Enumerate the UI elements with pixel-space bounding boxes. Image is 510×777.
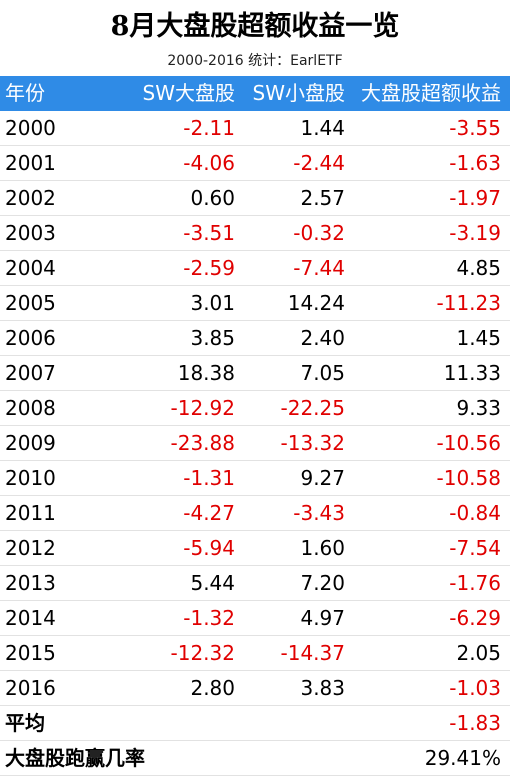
value-cell: -3.19: [449, 221, 501, 245]
year-cell: 2010: [5, 466, 56, 490]
value-cell: 7.20: [300, 571, 345, 595]
table-row: 2013 5.44 7.20 -1.76: [0, 566, 510, 601]
year-cell: 2012: [5, 536, 56, 560]
column-header: SW小盘股: [252, 81, 345, 105]
value-cell: -23.88: [170, 431, 235, 455]
summary-label: 大盘股跑赢几率: [5, 746, 145, 770]
value-cell: -1.03: [449, 676, 501, 700]
year-cell: 2009: [5, 431, 56, 455]
value-cell: 2.40: [300, 326, 345, 350]
value-cell: -22.25: [280, 396, 345, 420]
value-cell: -10.56: [436, 431, 501, 455]
value-cell: 4.85: [456, 256, 501, 280]
table-row: 2005 3.01 14.24 -11.23: [0, 286, 510, 321]
value-cell: -1.76: [449, 571, 501, 595]
value-cell: 3.85: [190, 326, 235, 350]
year-cell: 2000: [5, 116, 56, 140]
value-cell: -3.55: [449, 116, 501, 140]
value-cell: -2.44: [293, 151, 345, 175]
value-cell: 2.80: [190, 676, 235, 700]
table-row: 2009 -23.88 -13.32 -10.56: [0, 426, 510, 461]
summary-row: 平均 -1.83: [0, 706, 510, 741]
column-header: 大盘股超额收益: [361, 81, 501, 105]
summary-value: -1.83: [449, 711, 501, 735]
table-row: 2001 -4.06 -2.44 -1.63: [0, 146, 510, 181]
value-cell: -0.84: [449, 501, 501, 525]
value-cell: 1.45: [456, 326, 501, 350]
value-cell: -2.59: [183, 256, 235, 280]
value-cell: 3.01: [190, 291, 235, 315]
value-cell: -0.32: [293, 221, 345, 245]
value-cell: -5.94: [183, 536, 235, 560]
value-cell: 7.05: [300, 361, 345, 385]
value-cell: -14.37: [280, 641, 345, 665]
value-cell: -12.92: [170, 396, 235, 420]
year-cell: 2005: [5, 291, 56, 315]
value-cell: -4.06: [183, 151, 235, 175]
value-cell: -6.29: [449, 606, 501, 630]
value-cell: -12.32: [170, 641, 235, 665]
value-cell: 3.83: [300, 676, 345, 700]
value-cell: -10.58: [436, 466, 501, 490]
year-cell: 2016: [5, 676, 56, 700]
value-cell: 4.97: [300, 606, 345, 630]
table-row: 2006 3.85 2.40 1.45: [0, 321, 510, 356]
table-row: 2012 -5.94 1.60 -7.54: [0, 531, 510, 566]
year-cell: 2015: [5, 641, 56, 665]
value-cell: 1.60: [300, 536, 345, 560]
value-cell: 0.60: [190, 186, 235, 210]
value-cell: -1.32: [183, 606, 235, 630]
value-cell: 5.44: [190, 571, 235, 595]
value-cell: 11.33: [443, 361, 501, 385]
year-cell: 2001: [5, 151, 56, 175]
value-cell: -13.32: [280, 431, 345, 455]
summary-row: 大盘股跑赢几率 29.41%: [0, 741, 510, 776]
year-cell: 2004: [5, 256, 56, 280]
table-row: 2008 -12.92 -22.25 9.33: [0, 391, 510, 426]
year-cell: 2013: [5, 571, 56, 595]
year-cell: 2003: [5, 221, 56, 245]
value-cell: 1.44: [300, 116, 345, 140]
value-cell: -4.27: [183, 501, 235, 525]
value-cell: 9.33: [456, 396, 501, 420]
value-cell: -1.97: [449, 186, 501, 210]
summary-label: 平均: [5, 711, 45, 735]
value-cell: -3.43: [293, 501, 345, 525]
summary-value: 29.41%: [424, 746, 501, 770]
value-cell: -3.51: [183, 221, 235, 245]
table-row: 2007 18.38 7.05 11.33: [0, 356, 510, 391]
value-cell: 9.27: [300, 466, 345, 490]
table-row: 2015 -12.32 -14.37 2.05: [0, 636, 510, 671]
title: 8月大盘股超额收益一览: [110, 11, 400, 42]
value-cell: -2.11: [183, 116, 235, 140]
value-cell: 18.38: [177, 361, 235, 385]
year-cell: 2007: [5, 361, 56, 385]
table-row: 2000 -2.11 1.44 -3.55: [0, 111, 510, 146]
year-cell: 2002: [5, 186, 56, 210]
table-row: 2011 -4.27 -3.43 -0.84: [0, 496, 510, 531]
year-cell: 2014: [5, 606, 56, 630]
value-cell: 2.05: [456, 641, 501, 665]
value-cell: -7.44: [293, 256, 345, 280]
header-row: 年份 SW大盘股 SW小盘股 大盘股超额收益: [0, 76, 510, 111]
value-cell: -7.54: [449, 536, 501, 560]
value-cell: -1.63: [449, 151, 501, 175]
column-header: 年份: [5, 81, 45, 105]
value-cell: 14.24: [287, 291, 345, 315]
value-cell: 2.57: [300, 186, 345, 210]
table-row: 2002 0.60 2.57 -1.97: [0, 181, 510, 216]
table-row: 2010 -1.31 9.27 -10.58: [0, 461, 510, 496]
year-cell: 2006: [5, 326, 56, 350]
table-row: 2016 2.80 3.83 -1.03: [0, 671, 510, 706]
subtitle: 2000-2016 统计：EarlETF: [167, 53, 343, 69]
year-cell: 2008: [5, 396, 56, 420]
value-cell: -1.31: [183, 466, 235, 490]
year-cell: 2011: [5, 501, 56, 525]
value-cell: -11.23: [436, 291, 501, 315]
column-header: SW大盘股: [142, 81, 235, 105]
table-row: 2003 -3.51 -0.32 -3.19: [0, 216, 510, 251]
table-row: 2004 -2.59 -7.44 4.85: [0, 251, 510, 286]
table-row: 2014 -1.32 4.97 -6.29: [0, 601, 510, 636]
